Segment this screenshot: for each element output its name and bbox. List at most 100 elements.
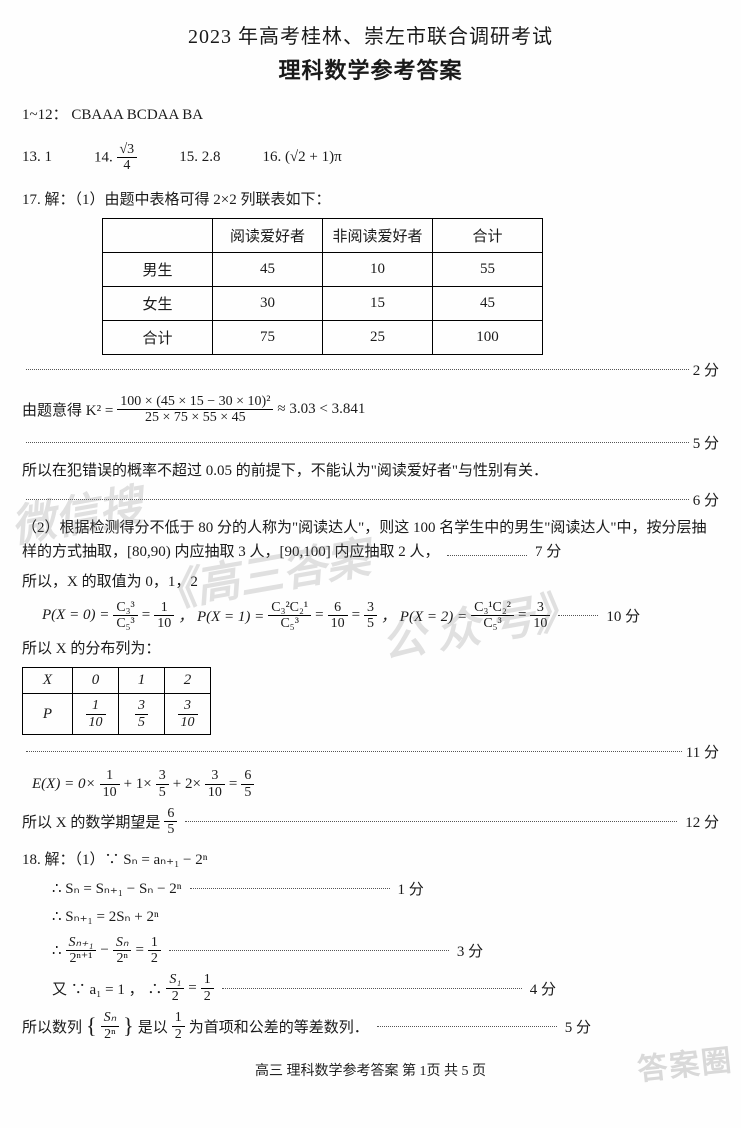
- q13-label: 13.: [22, 149, 41, 165]
- question-18: 18. 解：（1）∵ Sₙ = aₙ₊₁ − 2ⁿ ∴ Sₙ = Sₙ₊₁ − …: [22, 848, 719, 1042]
- den: C₅³: [268, 616, 311, 631]
- frac: 12: [172, 1010, 185, 1042]
- page-footer: 高三 理科数学参考答案 第 1页 共 5 页: [22, 1060, 719, 1080]
- eq: =: [229, 776, 237, 793]
- minus: −: [100, 942, 108, 959]
- brace-right: }: [123, 1013, 134, 1039]
- p1-label: ， P(X = 1) =: [178, 605, 264, 626]
- mc-answers: CBAAA BCDAA BA: [71, 107, 203, 123]
- frac: 35: [156, 768, 169, 800]
- contingency-table: 阅读爱好者 非阅读爱好者 合计 男生 45 10 55 女生 30 15 45 …: [102, 218, 543, 355]
- q18-line1: 18. 解：（1）∵ Sₙ = aₙ₊₁ − 2ⁿ: [22, 848, 719, 872]
- q18-line3: ∴ Sₙ₊₁ = 2Sₙ + 2ⁿ: [52, 905, 719, 929]
- plus: + 1×: [124, 776, 152, 793]
- num: 3: [530, 600, 550, 616]
- mc-label: 1~12：: [22, 107, 68, 123]
- q15: 15. 2.8: [179, 149, 220, 166]
- suffix: 为首项和公差的等差数列．: [189, 1016, 369, 1037]
- den: 5: [156, 785, 169, 800]
- frac: 35: [364, 600, 377, 632]
- distribution-table: X 0 1 2 P 110 35 310: [22, 667, 211, 735]
- eq: =: [518, 607, 526, 624]
- q15-value: 2.8: [202, 149, 221, 165]
- eq: =: [315, 607, 323, 624]
- q14-den: 4: [117, 158, 138, 173]
- cell: 45: [213, 252, 323, 286]
- q17-part2b: 所以，X 的取值为 0，1，2: [22, 570, 719, 594]
- row-label: 女生: [103, 286, 213, 320]
- den: 2: [172, 1027, 185, 1042]
- q15-label: 15.: [179, 149, 198, 165]
- score: 4 分: [530, 978, 556, 999]
- dist-cell: P: [23, 694, 73, 735]
- part2a-text: （2）根据检测得分不低于 80 分的人称为"阅读达人"，则这 100 名学生中的…: [22, 520, 707, 560]
- num: 1: [86, 698, 106, 714]
- num: 1: [154, 600, 174, 616]
- frac: 12: [201, 972, 214, 1004]
- den: 5: [135, 715, 148, 730]
- frac: C₃¹C₂²C₅³: [471, 600, 514, 632]
- ex-prefix: E(X) = 0×: [32, 776, 96, 793]
- q18-line2: ∴ Sₙ = Sₙ₊₁ − Sₙ − 2ⁿ 1 分: [52, 878, 719, 899]
- q18-line4: ∴ Sₙ₊₁2ⁿ⁺¹ − Sₙ2ⁿ = 12 3 分: [52, 935, 719, 967]
- frac: C₃³C₅³: [113, 600, 137, 632]
- cell: 10: [323, 252, 433, 286]
- row-label: 男生: [103, 252, 213, 286]
- num: Sₙ: [113, 935, 132, 951]
- q17-conclusion1: 所以在犯错误的概率不超过 0.05 的前提下，不能认为"阅读爱好者"与性别有关．: [22, 459, 719, 483]
- q16-value: (√2 + 1)π: [285, 149, 342, 165]
- num: C₃³: [113, 600, 137, 616]
- table-row: 合计 75 25 100: [103, 320, 543, 354]
- den: C₅³: [113, 616, 137, 631]
- dist-cell: 1: [119, 668, 165, 694]
- dist-label: 所以 X 的分布列为：: [22, 637, 719, 661]
- num: 1: [201, 972, 214, 988]
- den: 5: [364, 616, 377, 631]
- p2-label: ， P(X = 2) =: [381, 605, 467, 626]
- score: 5 分: [693, 432, 719, 453]
- dist-cell: 310: [165, 694, 211, 735]
- eq: =: [135, 942, 143, 959]
- den: 2ⁿ: [113, 951, 132, 966]
- num: S₁: [166, 972, 184, 988]
- line2-text: ∴ Sₙ = Sₙ₊₁ − Sₙ − 2ⁿ: [52, 879, 182, 898]
- frac: Sₙ2ⁿ: [113, 935, 132, 967]
- frac: 610: [328, 600, 348, 632]
- expectation-line: E(X) = 0× 110 + 1× 35 + 2× 310 = 65: [32, 768, 719, 800]
- prefix: ∴: [52, 941, 62, 960]
- den: 10: [530, 616, 550, 631]
- cell: 55: [433, 252, 543, 286]
- dist-cell: 35: [119, 694, 165, 735]
- score: 10 分: [606, 605, 640, 626]
- den: 2: [148, 951, 161, 966]
- q14-frac: √3 4: [117, 142, 138, 174]
- frac: 110: [154, 600, 174, 632]
- score: 7 分: [535, 544, 561, 560]
- frac: 310: [205, 768, 225, 800]
- q17-part2a: （2）根据检测得分不低于 80 分的人称为"阅读达人"，则这 100 名学生中的…: [22, 516, 719, 564]
- q18-line6: 所以数列 { Sₙ2ⁿ } 是以 12 为首项和公差的等差数列． 5 分: [22, 1010, 719, 1042]
- score: 12 分: [685, 811, 719, 832]
- den: 10: [154, 616, 174, 631]
- eq: =: [188, 980, 196, 997]
- q13-value: 1: [45, 149, 53, 165]
- plus: + 2×: [173, 776, 201, 793]
- k-squared-formula: 由题意得 K² = 100 × (45 × 15 − 30 × 10)² 25 …: [22, 394, 719, 426]
- num: 3: [178, 698, 198, 714]
- eq: =: [142, 607, 150, 624]
- score: 11 分: [686, 741, 719, 762]
- k2-frac: 100 × (45 × 15 − 30 × 10)² 25 × 75 × 55 …: [117, 394, 273, 426]
- p0-label: P(X = 0) =: [42, 607, 109, 624]
- multiple-choice-answers: 1~12： CBAAA BCDAA BA: [22, 103, 719, 124]
- num: 6: [164, 806, 177, 822]
- q16: 16. (√2 + 1)π: [262, 149, 341, 166]
- th-nonreader: 非阅读爱好者: [323, 218, 433, 252]
- th-total: 合计: [433, 218, 543, 252]
- table-row: 女生 30 15 45: [103, 286, 543, 320]
- num: 1: [172, 1010, 185, 1026]
- cell: 25: [323, 320, 433, 354]
- num: 3: [205, 768, 225, 784]
- row-label: 合计: [103, 320, 213, 354]
- mid: 是以: [138, 1016, 168, 1037]
- den: 10: [86, 715, 106, 730]
